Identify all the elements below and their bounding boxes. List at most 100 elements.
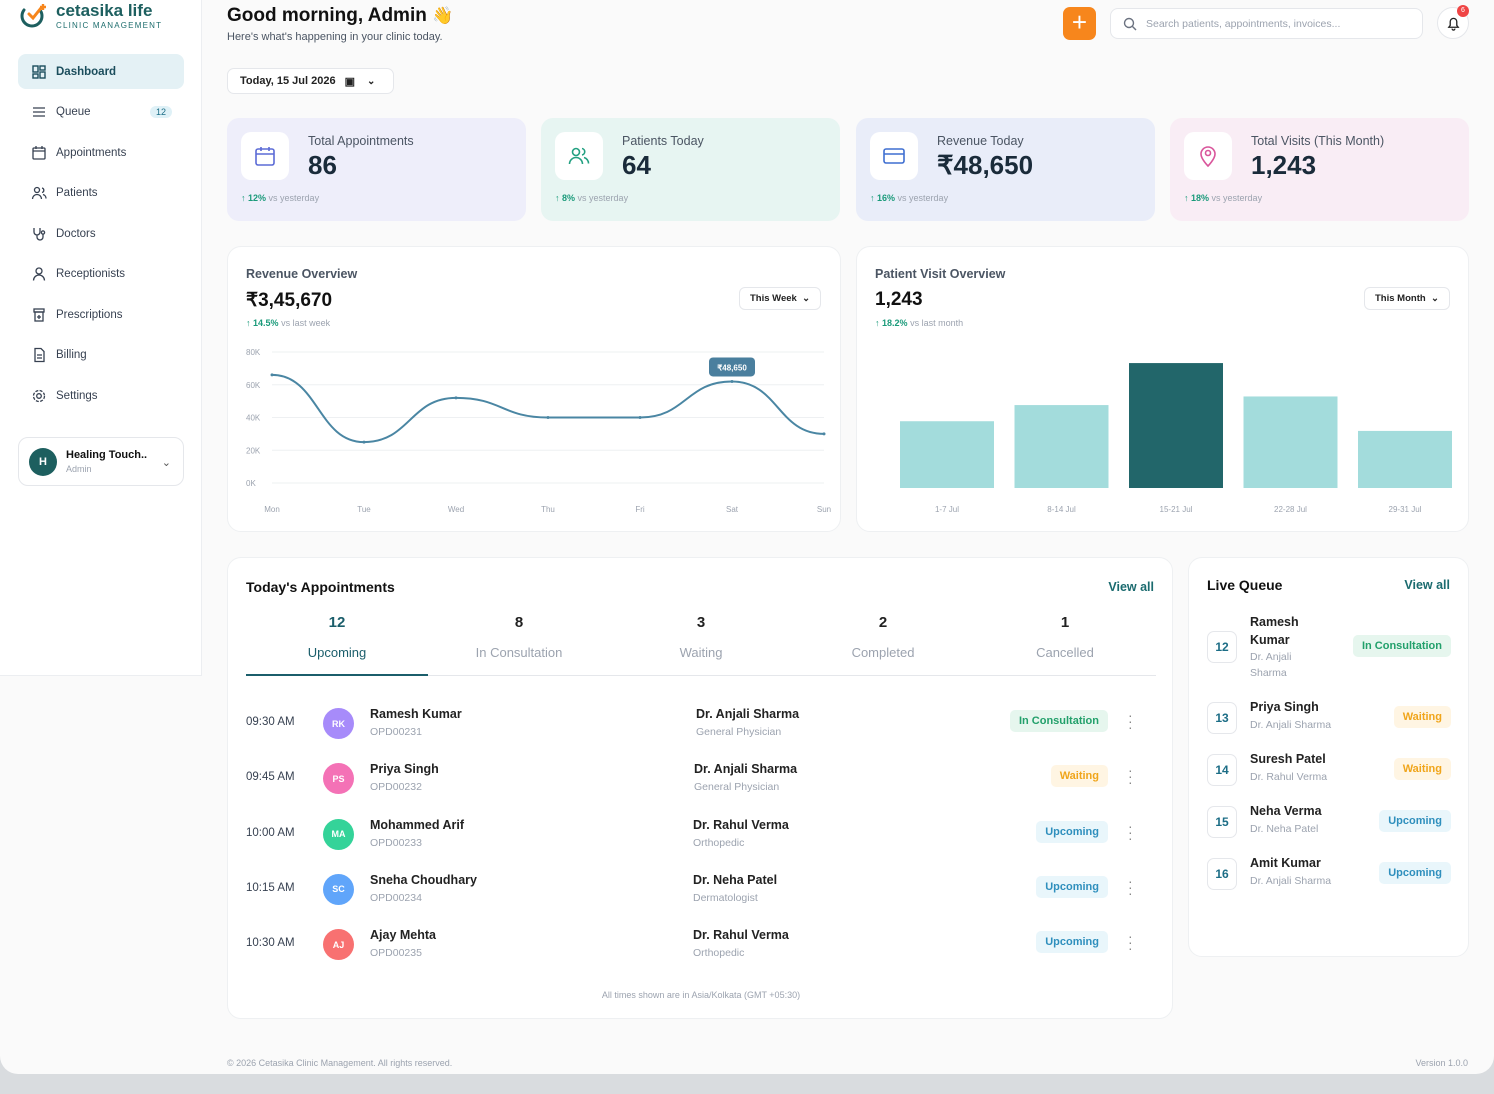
org-role: Admin <box>66 464 92 474</box>
sidebar-item-label: Prescriptions <box>56 308 123 321</box>
patient-name[interactable]: Ramesh Kumar <box>370 707 462 721</box>
stat-label: Total Visits (This Month) <box>1251 134 1385 148</box>
brand-logo[interactable]: cetasika life CLINIC MANAGEMENT <box>20 2 162 30</box>
sidebar-item-dashboard[interactable]: Dashboard <box>18 54 184 89</box>
stat-card-1[interactable]: Total Appointments 86 ↑ 12% vs yesterday <box>227 118 526 221</box>
doctor-name: Dr. Rahul Verma <box>1250 771 1328 783</box>
tab-in-consultation[interactable]: 8 In Consultation <box>428 614 610 660</box>
doctor-name: Dr. Anjali Sharma <box>694 762 798 777</box>
footer-version: Version 1.0.0 <box>1415 1058 1468 1068</box>
tab-cancelled[interactable]: 1 Cancelled <box>974 614 1156 660</box>
logo-icon <box>20 4 46 28</box>
sidebar-item-prescriptions[interactable]: Prescriptions <box>18 297 184 332</box>
patient-name: Suresh Patel <box>1250 752 1326 766</box>
more-options-icon[interactable]: · · · <box>1128 817 1133 846</box>
visit-bar[interactable] <box>900 421 994 488</box>
more-options-icon[interactable]: · · · <box>1128 762 1133 791</box>
table-row[interactable]: 09:45 AM PS Priya Singh OPD00232 Dr. Anjali … <box>246 750 1156 805</box>
stat-trend: ↑ 18% vs yesterday <box>1184 193 1262 203</box>
appointment-time: 10:30 AM <box>246 937 295 950</box>
patient-name[interactable]: Ajay Mehta <box>370 928 436 943</box>
calendar-icon: ▣ <box>344 75 355 88</box>
doctor-name: Dr. Neha Patel <box>693 872 778 887</box>
dashboard-icon <box>32 64 46 79</box>
visit-bar[interactable] <box>1129 363 1223 488</box>
patient-id: OPD00233 <box>370 836 422 849</box>
stat-trend: ↑ 12% vs yesterday <box>241 193 319 203</box>
table-row[interactable]: 10:15 AM SC Sneha Choudhary OPD00234 Dr. Neh… <box>246 861 1156 916</box>
patient-name: Neha Verma <box>1250 804 1322 818</box>
tab-label: Waiting <box>679 645 723 660</box>
card-icon <box>883 148 905 164</box>
trend-caption: vs yesterday <box>268 193 320 203</box>
date-label: Today, 15 Jul 2026 <box>240 75 336 87</box>
notifications-button[interactable]: 6 <box>1437 5 1469 39</box>
tab-completed[interactable]: 2 Completed <box>792 614 974 660</box>
status-badge: Upcoming <box>1036 820 1108 843</box>
visit-bar[interactable] <box>1243 396 1338 488</box>
doctor-specialty: General Physician <box>694 781 780 794</box>
patient-name[interactable]: Sneha Choudhary <box>370 872 477 887</box>
sidebar-item-patients[interactable]: Patients <box>18 176 184 211</box>
avatar: MA <box>323 818 354 850</box>
queue-count-badge: 12 <box>149 105 172 118</box>
search-input[interactable]: Search patients, appointments, invoices.… <box>1110 8 1423 39</box>
queue-view-all-link[interactable]: View all <box>1404 578 1450 592</box>
table-row[interactable]: 10:00 AM MA Mohammed Arif OPD00233 Dr. Rahul… <box>246 806 1156 861</box>
todays-appointments-card: Today's Appointments View all 12 Upcoming… <box>227 557 1173 1019</box>
revenue-value: ₹3,45,670 <box>246 290 333 311</box>
doctor-name: Dr. Rahul Verma <box>693 817 789 832</box>
table-row[interactable]: 10:30 AM AJ Ajay Mehta OPD00235 Dr. Rahul Ve… <box>246 916 1156 971</box>
sidebar-item-settings[interactable]: Settings <box>18 378 184 413</box>
stat-card-2[interactable]: Patients Today 64 ↑ 8% vs yesterday <box>541 118 840 221</box>
plus-icon: + <box>1071 7 1088 37</box>
trend-caption: vs yesterday <box>1211 193 1263 203</box>
tab-upcoming[interactable]: 12 Upcoming <box>246 614 428 660</box>
sidebar-item-label: Dashboard <box>56 65 117 78</box>
data-point <box>362 440 366 444</box>
doctor-name: Dr. Anjali Sharma <box>696 707 800 721</box>
y-tick-label: 80K <box>246 348 261 357</box>
search-placeholder: Search patients, appointments, invoices.… <box>1146 17 1341 30</box>
tab-waiting[interactable]: 3 Waiting <box>610 614 792 660</box>
week-filter-dropdown[interactable]: This Week ⌄ <box>739 287 822 310</box>
month-filter-dropdown[interactable]: This Month ⌄ <box>1364 287 1450 310</box>
sidebar-item-receptionists[interactable]: Receptionists <box>18 257 184 292</box>
users-icon <box>31 186 47 200</box>
sidebar-item-billing[interactable]: Billing <box>18 338 184 373</box>
patient-name: Ramesh Kumar <box>1250 615 1299 647</box>
x-tick-label: Fri <box>635 505 645 514</box>
y-tick-label: 0K <box>246 479 256 488</box>
sidebar-item-queue[interactable]: Queue 12 <box>18 95 184 130</box>
add-button[interactable]: + <box>1063 7 1096 40</box>
stat-value: 64 <box>622 150 651 180</box>
org-switcher[interactable]: H Healing Touch.. Admin ⌄ <box>18 437 184 486</box>
x-tick-label: 15-21 Jul <box>1160 505 1193 514</box>
sidebar-item-doctors[interactable]: Doctors <box>18 216 184 251</box>
sidebar-item-appointments[interactable]: Appointments <box>18 135 184 170</box>
timezone-note: All times shown are in Asia/Kolkata (GMT… <box>601 990 801 1000</box>
date-picker[interactable]: Today, 15 Jul 2026 ▣ ⌄ <box>227 68 394 94</box>
notification-count: 6 <box>1457 5 1469 17</box>
more-options-icon[interactable]: · · · <box>1128 707 1133 735</box>
trend-up-value: ↑ 18% <box>1184 193 1210 203</box>
stat-card-4[interactable]: Total Visits (This Month) 1,243 ↑ 18% vs y… <box>1170 118 1469 221</box>
stat-icon-box <box>870 132 918 180</box>
doctor-specialty: General Physician <box>696 726 782 738</box>
patient-name[interactable]: Priya Singh <box>370 762 439 777</box>
prescription-icon <box>33 307 45 322</box>
stat-card-3[interactable]: Revenue Today ₹48,650 ↑ 16% vs yesterday <box>856 118 1155 221</box>
more-options-icon[interactable]: · · · <box>1128 872 1133 901</box>
visits-bar-chart: 1-7 Jul 8-14 Jul 15-21 Jul 22-28 Jul 29-31 J… <box>900 363 1452 514</box>
y-tick-label: 20K <box>246 446 261 455</box>
status-badge: In Consultation <box>1009 710 1108 732</box>
tab-label: Cancelled <box>1036 645 1094 660</box>
table-row[interactable]: 09:30 AM RK Ramesh Kumar OPD00231 Dr. Anjali… <box>246 695 1156 750</box>
visit-bar[interactable] <box>1014 405 1109 488</box>
patient-name[interactable]: Mohammed Arif <box>370 817 464 832</box>
visit-bar[interactable] <box>1358 430 1452 488</box>
appointment-time: 10:00 AM <box>246 826 295 839</box>
chevron-down-icon: ⌄ <box>367 75 376 87</box>
appointments-view-all-link[interactable]: View all <box>1108 580 1154 594</box>
more-options-icon[interactable]: · · · <box>1128 928 1133 957</box>
